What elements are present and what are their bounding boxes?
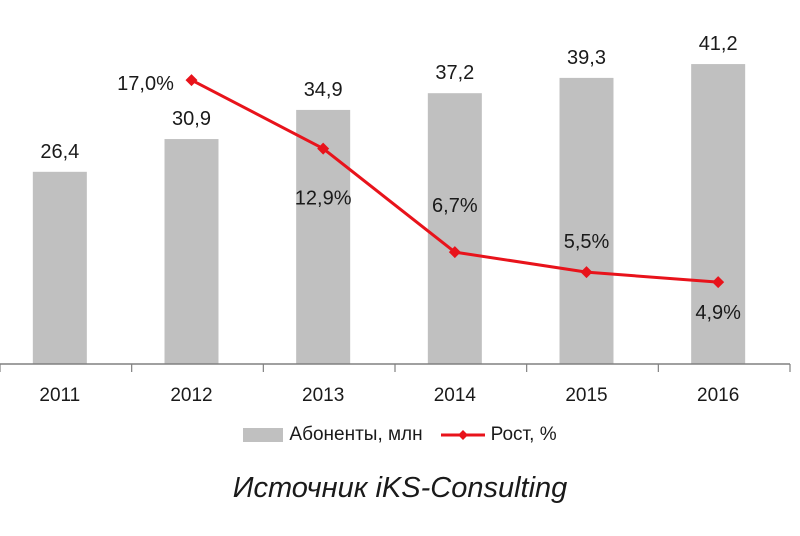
source-caption: Источник iKS-Consulting <box>232 472 568 504</box>
x-axis: 2011 2012 2013 2014 2015 2016 <box>0 363 791 406</box>
bar-label-2011: 26,4 <box>40 141 79 163</box>
bar-2011 <box>32 171 87 364</box>
legend-bar-swatch <box>243 428 284 442</box>
growth-label-2014: 6,7% <box>432 195 478 217</box>
bar-label-2013: 34,9 <box>304 79 343 101</box>
x-tick-label-2012: 2012 <box>170 385 212 406</box>
bar-2014 <box>427 93 482 365</box>
growth-line-layer <box>185 74 725 289</box>
x-tick-label-2013: 2013 <box>302 385 344 406</box>
legend-subscribers-label: Абоненты, млн <box>289 424 423 445</box>
chart: 2011 2012 2013 2014 2015 2016 26,4 30,9 34,9 37,… <box>0 33 791 406</box>
bars-layer <box>32 64 746 365</box>
bar-2015 <box>559 77 614 365</box>
bar-label-2015: 39,3 <box>567 47 606 69</box>
growth-label-2012: 17,0% <box>117 73 174 95</box>
bar-2012 <box>164 139 219 364</box>
growth-point-2015 <box>580 266 593 279</box>
growth-point-2012 <box>185 74 198 87</box>
x-tick-label-2015: 2015 <box>565 385 607 406</box>
labels-layer: 26,4 30,9 34,9 37,2 39,3 41,2 17,0% 12,9% 6,7% 5,… <box>40 33 741 324</box>
bar-label-2012: 30,9 <box>172 108 211 130</box>
growth-point-2014 <box>448 246 461 259</box>
legend: Абоненты, млн Рост, % <box>0 424 800 446</box>
growth-point-2016 <box>712 276 725 289</box>
legend-item-subscribers: Абоненты, млн <box>243 424 423 446</box>
growth-label-2016: 4,9% <box>695 302 741 324</box>
growth-point-2013 <box>317 142 330 155</box>
bar-2016 <box>691 64 746 365</box>
x-tick-label-2014: 2014 <box>434 385 477 406</box>
legend-line-swatch <box>440 430 485 440</box>
growth-label-2013: 12,9% <box>295 188 352 210</box>
bar-label-2014: 37,2 <box>435 62 474 84</box>
legend-growth-label: Рост, % <box>490 424 557 445</box>
bar-label-2016: 41,2 <box>699 33 738 55</box>
growth-label-2015: 5,5% <box>564 231 610 253</box>
x-tick-label-2011: 2011 <box>39 385 80 406</box>
x-tick-label-2016: 2016 <box>697 385 739 406</box>
legend-item-growth: Рост, % <box>440 424 557 446</box>
